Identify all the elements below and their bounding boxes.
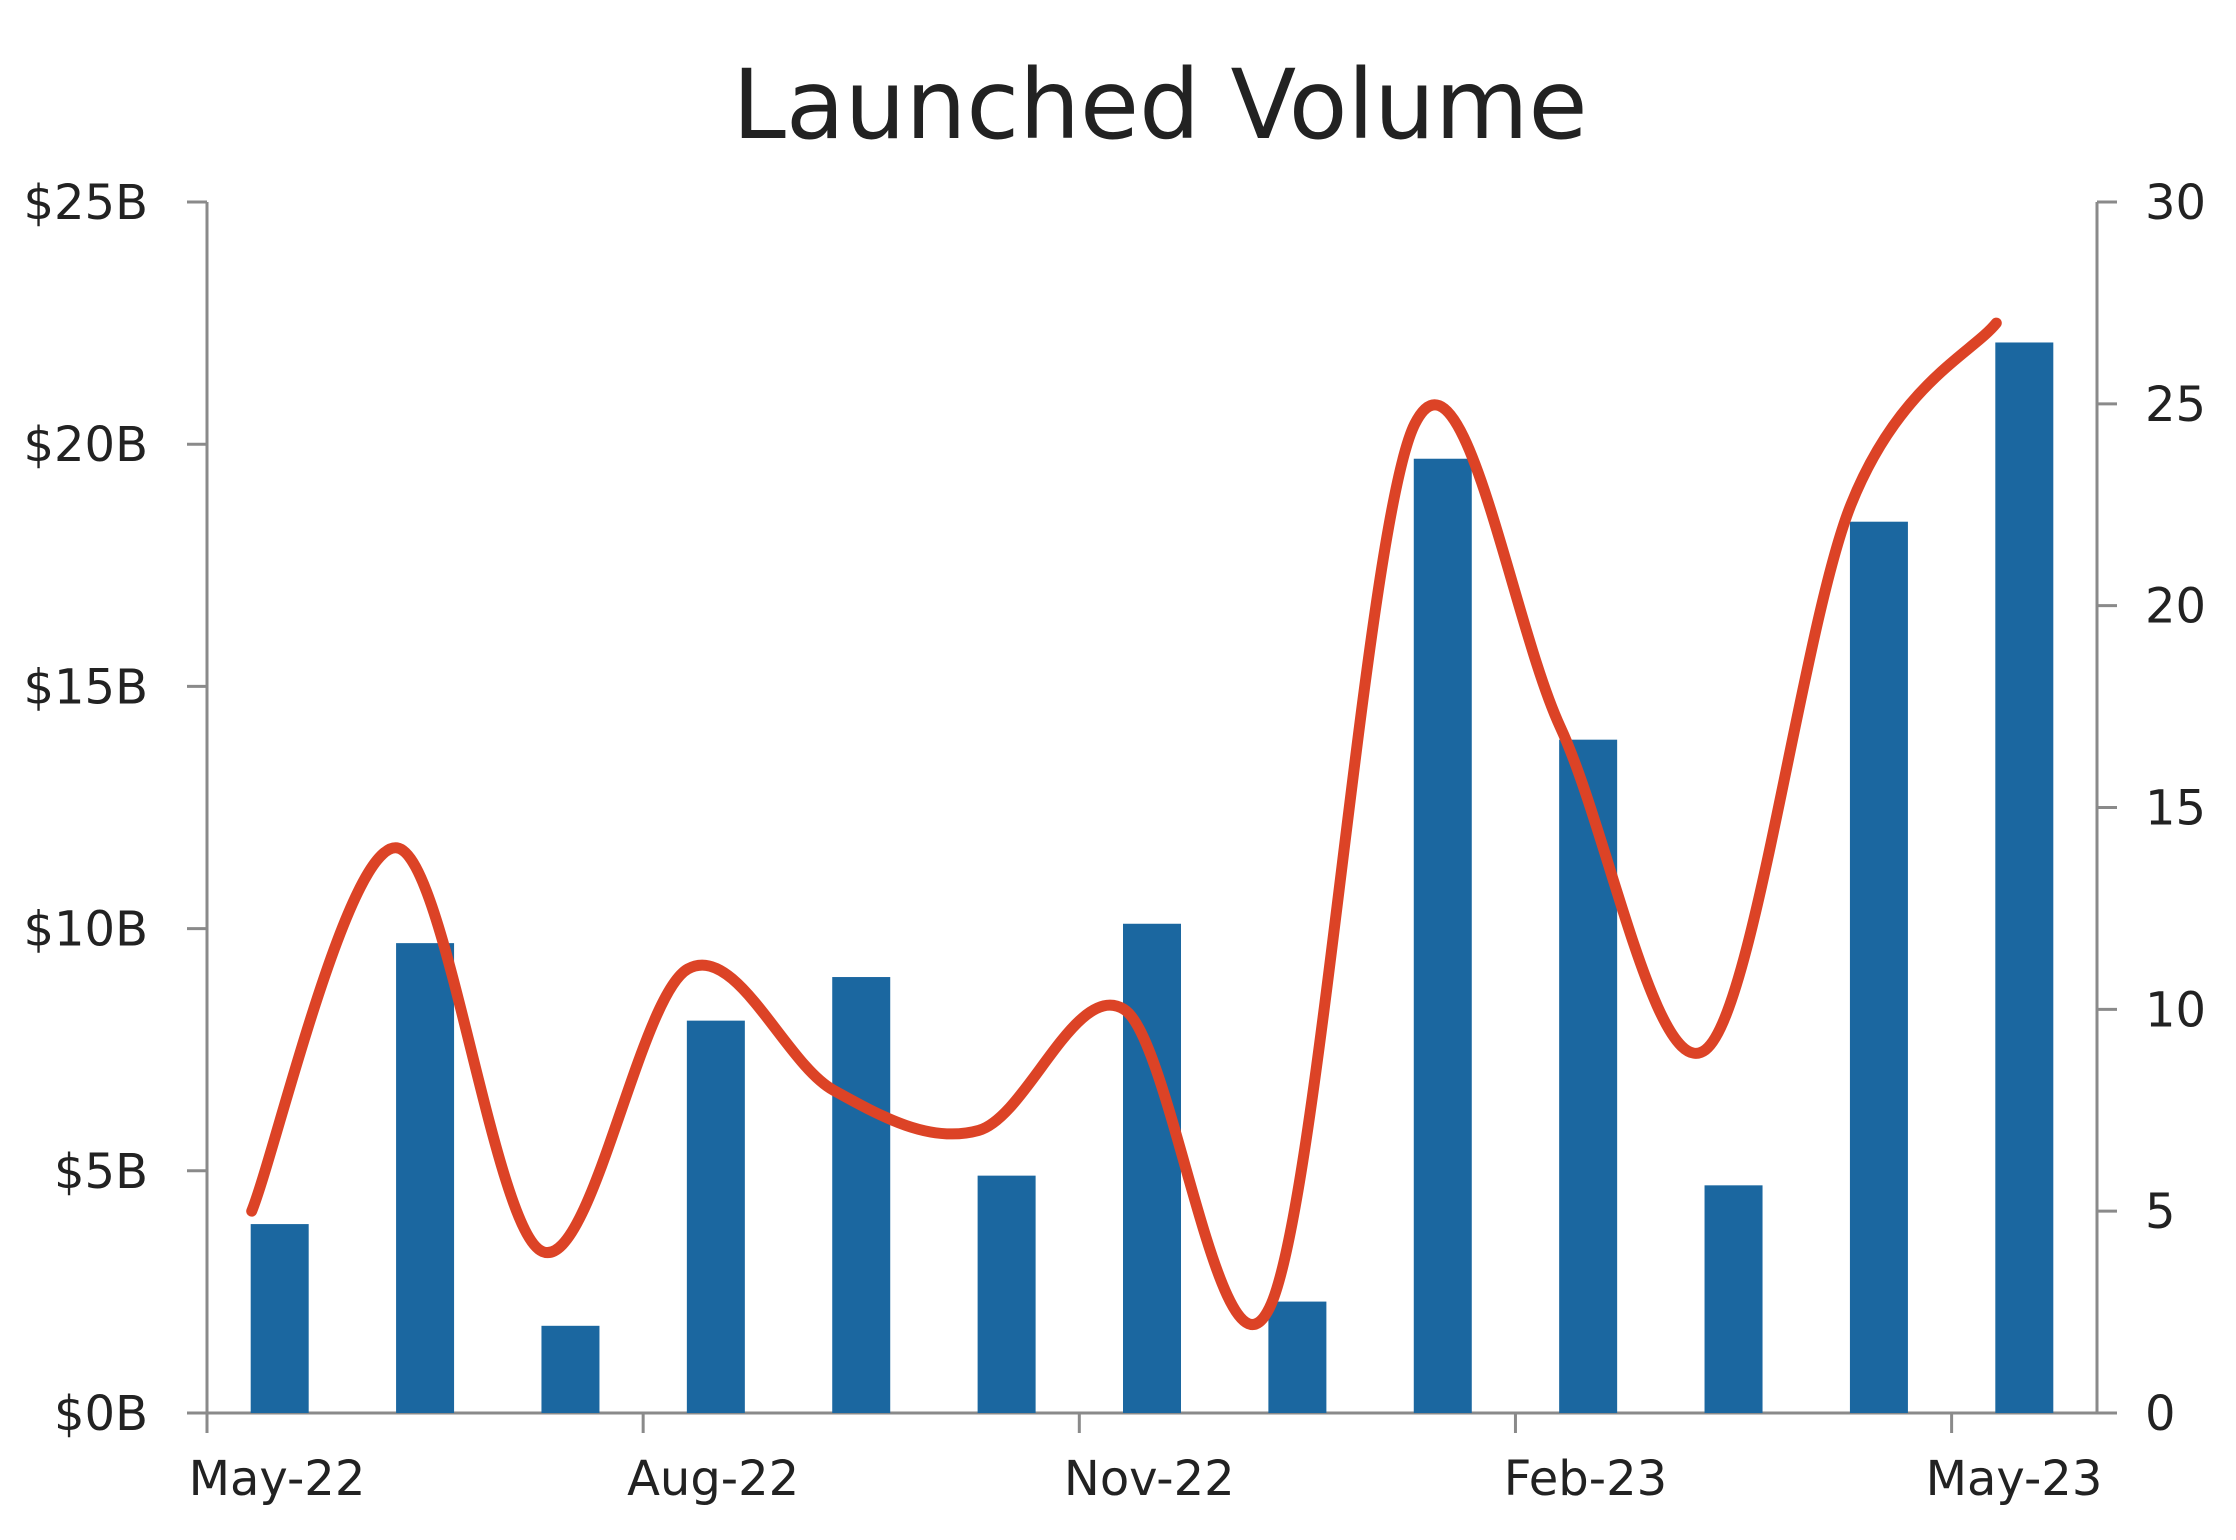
right-y-tick-label: 30: [2145, 175, 2206, 231]
bar-series: [250, 342, 2054, 1413]
left-y-tick-label: $0B: [54, 1386, 148, 1442]
bar-Feb-23: [1559, 739, 1618, 1413]
left-y-tick-label: $20B: [23, 417, 148, 473]
right-y-tick-label: 10: [2145, 982, 2206, 1038]
line-series: [246, 317, 2002, 1330]
bar-Mar-23: [1704, 1185, 1763, 1413]
bar-May-22: [250, 1224, 309, 1413]
chart-title: Launched Volume: [732, 49, 1587, 161]
bar-Dec-22: [1268, 1301, 1327, 1413]
right-y-tick-label: 5: [2145, 1184, 2176, 1240]
right-y-tick-label: 0: [2145, 1386, 2176, 1442]
x-tick-label: Nov-22: [1064, 1451, 1235, 1507]
bar-Sep-22: [832, 977, 891, 1413]
bar-Nov-22: [1123, 923, 1181, 1413]
left-y-tick-label: $15B: [23, 659, 148, 715]
bar-May-23: [1995, 342, 2054, 1413]
right-y-tick-label: 25: [2145, 377, 2206, 433]
left-y-tick-label: $10B: [23, 902, 148, 958]
bar-Oct-22: [977, 1175, 1036, 1413]
x-tick-label: May-22: [189, 1451, 366, 1507]
x-tick-label: May-23: [1926, 1451, 2103, 1507]
right-y-axis-tick-labels: 0 5 10 15 20 25 30: [2145, 175, 2206, 1442]
right-y-tick-label: 20: [2145, 579, 2206, 635]
x-tick-label: Feb-23: [1504, 1451, 1667, 1507]
count-line: [246, 317, 2002, 1330]
x-tick-label: Aug-22: [627, 1451, 799, 1507]
left-y-axis-tick-labels: $0B $5B $10B $15B $20B $25B: [23, 175, 148, 1442]
left-y-tick-label: $25B: [23, 175, 148, 231]
bar-Jan-23: [1413, 458, 1472, 1413]
bar-Apr-23: [1849, 521, 1908, 1413]
x-axis-tick-labels: May-22 Aug-22 Nov-22 Feb-23 May-23: [189, 1451, 2103, 1507]
right-y-tick-label: 15: [2145, 781, 2206, 837]
bar-Jul-22: [541, 1325, 600, 1413]
left-y-tick-label: $5B: [54, 1144, 148, 1200]
bar-Aug-22: [686, 1020, 745, 1413]
bar-Jun-22: [396, 943, 455, 1413]
